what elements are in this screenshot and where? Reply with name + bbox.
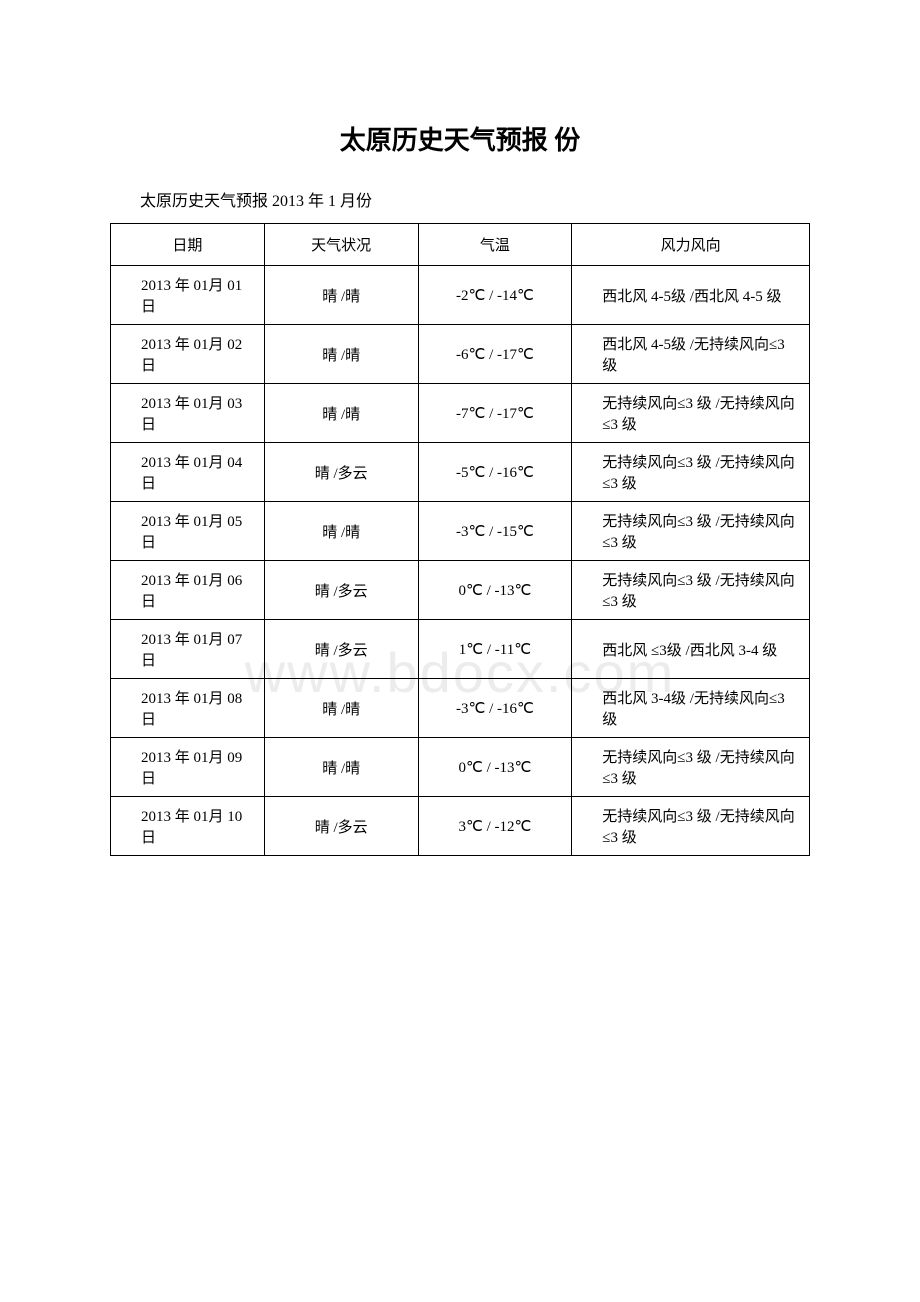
cell-wind: 西北风 ≤3级 /西北风 3-4 级	[572, 620, 810, 679]
cell-temp: -5℃ / -16℃	[418, 443, 572, 502]
table-row: 2013 年 01月 03 日 晴 /晴 -7℃ / -17℃ 无持续风向≤3 …	[111, 384, 810, 443]
cell-weather: 晴 /晴	[264, 266, 418, 325]
cell-wind: 无持续风向≤3 级 /无持续风向 ≤3 级	[572, 384, 810, 443]
cell-weather: 晴 /晴	[264, 325, 418, 384]
cell-wind: 无持续风向≤3 级 /无持续风向 ≤3 级	[572, 502, 810, 561]
table-row: 2013 年 01月 01 日 晴 /晴 -2℃ / -14℃ 西北风 4-5级…	[111, 266, 810, 325]
cell-wind: 无持续风向≤3 级 /无持续风向 ≤3 级	[572, 738, 810, 797]
cell-wind: 西北风 3-4级 /无持续风向≤3 级	[572, 679, 810, 738]
cell-date: 2013 年 01月 05 日	[111, 502, 265, 561]
cell-weather: 晴 /多云	[264, 797, 418, 856]
cell-date: 2013 年 01月 04 日	[111, 443, 265, 502]
cell-weather: 晴 /多云	[264, 620, 418, 679]
weather-table: 日期 天气状况 气温 风力风向 2013 年 01月 01 日 晴 /晴 -2℃…	[110, 223, 810, 856]
cell-date: 2013 年 01月 10 日	[111, 797, 265, 856]
page-content: 太原历史天气预报 份 太原历史天气预报 2013 年 1 月份 日期 天气状况 …	[110, 120, 810, 856]
cell-date: 2013 年 01月 01 日	[111, 266, 265, 325]
table-body: 2013 年 01月 01 日 晴 /晴 -2℃ / -14℃ 西北风 4-5级…	[111, 266, 810, 856]
cell-weather: 晴 /多云	[264, 561, 418, 620]
cell-date: 2013 年 01月 02 日	[111, 325, 265, 384]
table-row: 2013 年 01月 07 日 晴 /多云 1℃ / -11℃ 西北风 ≤3级 …	[111, 620, 810, 679]
table-header-row: 日期 天气状况 气温 风力风向	[111, 224, 810, 266]
cell-wind: 无持续风向≤3 级 /无持续风向 ≤3 级	[572, 443, 810, 502]
cell-wind: 无持续风向≤3 级 /无持续风向 ≤3 级	[572, 797, 810, 856]
cell-wind: 西北风 4-5级 /无持续风向≤3 级	[572, 325, 810, 384]
table-row: 2013 年 01月 08 日 晴 /晴 -3℃ / -16℃ 西北风 3-4级…	[111, 679, 810, 738]
cell-weather: 晴 /多云	[264, 443, 418, 502]
cell-temp: -3℃ / -16℃	[418, 679, 572, 738]
cell-weather: 晴 /晴	[264, 502, 418, 561]
cell-temp: 0℃ / -13℃	[418, 738, 572, 797]
cell-temp: -2℃ / -14℃	[418, 266, 572, 325]
header-date: 日期	[111, 224, 265, 266]
header-weather: 天气状况	[264, 224, 418, 266]
cell-temp: -6℃ / -17℃	[418, 325, 572, 384]
cell-date: 2013 年 01月 07 日	[111, 620, 265, 679]
page-subtitle: 太原历史天气预报 2013 年 1 月份	[110, 187, 810, 211]
cell-weather: 晴 /晴	[264, 738, 418, 797]
table-row: 2013 年 01月 09 日 晴 /晴 0℃ / -13℃ 无持续风向≤3 级…	[111, 738, 810, 797]
header-wind: 风力风向	[572, 224, 810, 266]
cell-wind: 无持续风向≤3 级 /无持续风向 ≤3 级	[572, 561, 810, 620]
cell-date: 2013 年 01月 09 日	[111, 738, 265, 797]
table-row: 2013 年 01月 10 日 晴 /多云 3℃ / -12℃ 无持续风向≤3 …	[111, 797, 810, 856]
cell-temp: 0℃ / -13℃	[418, 561, 572, 620]
table-row: 2013 年 01月 06 日 晴 /多云 0℃ / -13℃ 无持续风向≤3 …	[111, 561, 810, 620]
cell-weather: 晴 /晴	[264, 384, 418, 443]
cell-wind: 西北风 4-5级 /西北风 4-5 级	[572, 266, 810, 325]
table-row: 2013 年 01月 04 日 晴 /多云 -5℃ / -16℃ 无持续风向≤3…	[111, 443, 810, 502]
header-temp: 气温	[418, 224, 572, 266]
cell-temp: -7℃ / -17℃	[418, 384, 572, 443]
page-title: 太原历史天气预报 份	[110, 120, 810, 157]
cell-weather: 晴 /晴	[264, 679, 418, 738]
cell-date: 2013 年 01月 08 日	[111, 679, 265, 738]
cell-date: 2013 年 01月 06 日	[111, 561, 265, 620]
cell-temp: 3℃ / -12℃	[418, 797, 572, 856]
cell-temp: -3℃ / -15℃	[418, 502, 572, 561]
cell-temp: 1℃ / -11℃	[418, 620, 572, 679]
cell-date: 2013 年 01月 03 日	[111, 384, 265, 443]
table-row: 2013 年 01月 05 日 晴 /晴 -3℃ / -15℃ 无持续风向≤3 …	[111, 502, 810, 561]
table-row: 2013 年 01月 02 日 晴 /晴 -6℃ / -17℃ 西北风 4-5级…	[111, 325, 810, 384]
